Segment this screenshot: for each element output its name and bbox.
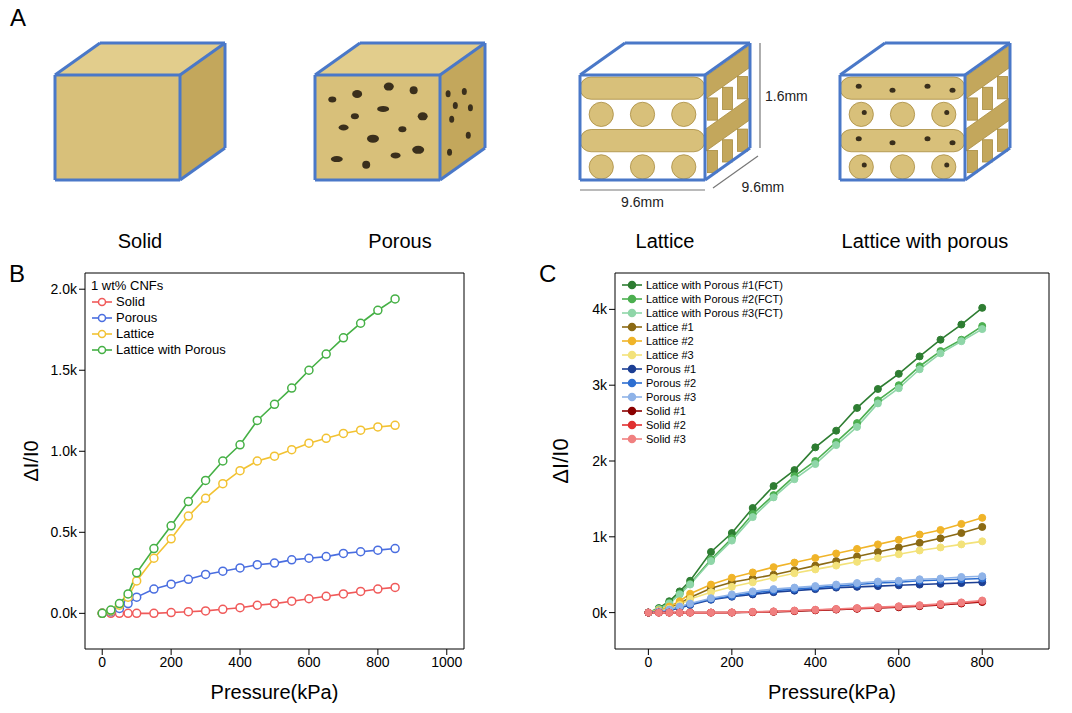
svg-text:800: 800 <box>366 654 390 670</box>
svg-text:0: 0 <box>644 654 652 670</box>
svg-text:1k: 1k <box>592 529 608 545</box>
svg-text:9.6mm: 9.6mm <box>621 194 664 210</box>
svg-text:Lattice with porous: Lattice with porous <box>842 230 1009 252</box>
svg-text:Solid: Solid <box>118 230 162 252</box>
html-text:B: B <box>9 260 25 287</box>
html-text:Solid #1: Solid #1 <box>646 405 686 417</box>
html-text:Lattice with Porous: Lattice with Porous <box>116 342 226 357</box>
html-text:C: C <box>539 260 557 287</box>
svg-text:4k: 4k <box>592 301 608 317</box>
html-text:Lattice #1: Lattice #1 <box>646 321 694 333</box>
svg-text:0.5k: 0.5k <box>51 524 78 540</box>
html-text:Lattice with Porous #1(FCT): Lattice with Porous #1(FCT) <box>646 279 783 291</box>
html-text:Porous: Porous <box>116 310 158 325</box>
html-text:Lattice with Porous #2(FCT): Lattice with Porous #2(FCT) <box>646 293 783 305</box>
svg-text:1.5k: 1.5k <box>51 362 78 378</box>
svg-text:1000: 1000 <box>431 654 462 670</box>
html-text:Lattice with Porous #3(FCT): Lattice with Porous #3(FCT) <box>646 307 783 319</box>
svg-text:600: 600 <box>297 654 321 670</box>
svg-text:800: 800 <box>971 654 995 670</box>
html-text:ΔI/I0: ΔI/I0 <box>19 440 42 482</box>
svg-text:2.0k: 2.0k <box>51 281 78 297</box>
svg-text:2k: 2k <box>592 453 608 469</box>
svg-text:Pressure(kPa): Pressure(kPa) <box>768 681 896 703</box>
svg-text:Lattice: Lattice <box>636 230 695 252</box>
html-text:Lattice: Lattice <box>116 326 155 341</box>
html-text:Solid #2: Solid #2 <box>646 419 686 431</box>
svg-text:0: 0 <box>98 654 106 670</box>
html-text:Lattice #2: Lattice #2 <box>646 335 694 347</box>
svg-text:3k: 3k <box>592 377 608 393</box>
svg-text:0k: 0k <box>592 605 608 621</box>
svg-text:0.0k: 0.0k <box>51 605 78 621</box>
html-text:1 wt% CNFs: 1 wt% CNFs <box>91 278 164 293</box>
svg-text:1.0k: 1.0k <box>51 443 78 459</box>
html-text:Porous #3: Porous #3 <box>646 391 697 403</box>
svg-text:Porous: Porous <box>368 230 431 252</box>
svg-text:400: 400 <box>804 654 828 670</box>
html-text:Porous #2: Porous #2 <box>646 377 697 389</box>
html-text:Lattice #3: Lattice #3 <box>646 349 694 361</box>
svg-text:9.6mm: 9.6mm <box>742 179 785 195</box>
html-text:Solid #3: Solid #3 <box>646 433 686 445</box>
svg-text:400: 400 <box>228 654 252 670</box>
html-text:Solid: Solid <box>116 294 145 309</box>
svg-text:200: 200 <box>720 654 744 670</box>
html-text:ΔI/I0: ΔI/I0 <box>548 438 573 484</box>
svg-text:1.6mm: 1.6mm <box>765 88 808 104</box>
svg-text:A: A <box>10 4 26 31</box>
svg-text:600: 600 <box>887 654 911 670</box>
html-text:Porous #1: Porous #1 <box>646 363 697 375</box>
svg-text:Pressure(kPa): Pressure(kPa) <box>211 681 339 703</box>
svg-text:200: 200 <box>159 654 183 670</box>
